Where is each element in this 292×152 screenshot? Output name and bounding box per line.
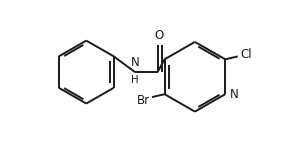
Text: N: N: [230, 88, 239, 101]
Text: O: O: [154, 29, 163, 42]
Text: Cl: Cl: [240, 48, 252, 61]
Text: N: N: [131, 56, 139, 69]
Text: Br: Br: [137, 94, 150, 107]
Text: H: H: [131, 75, 139, 85]
